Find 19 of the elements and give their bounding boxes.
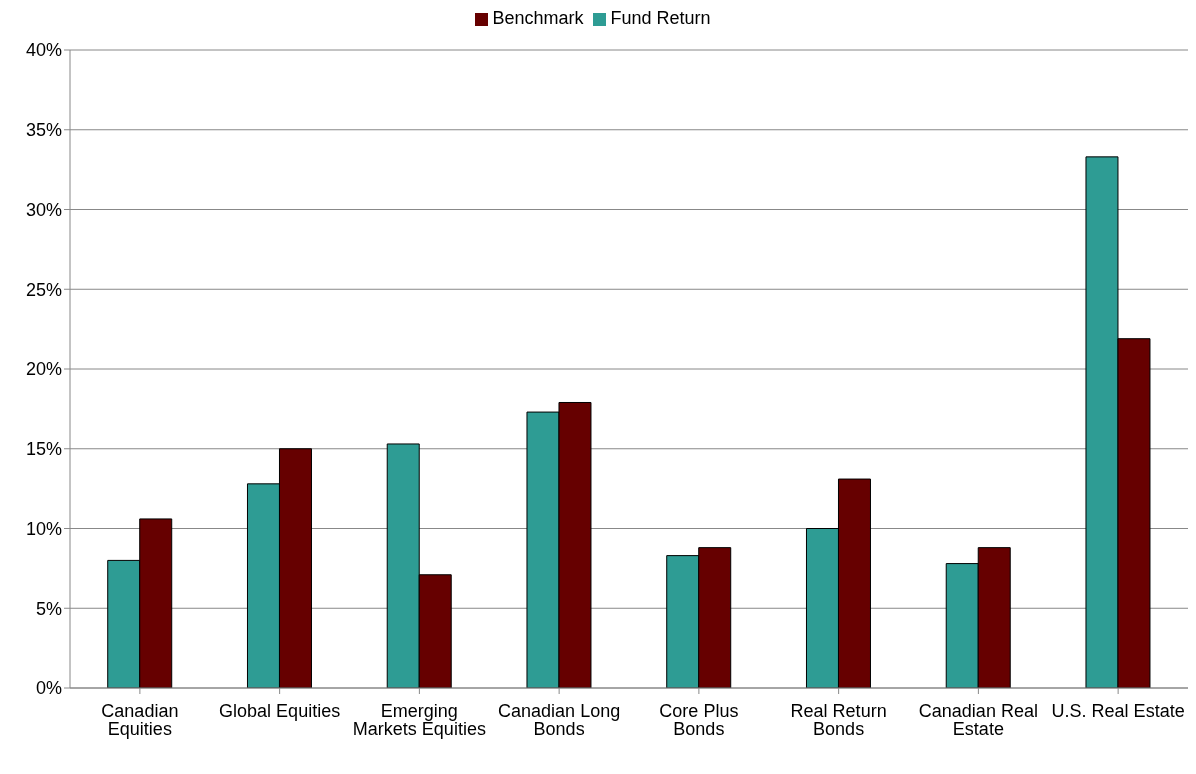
x-tick-label: Canadian Equities	[101, 700, 179, 739]
x-tick-label: U.S. Real Estate	[1051, 700, 1185, 721]
y-tick-label: 10%	[25, 518, 62, 539]
x-tick-label: Canadian Long Bonds	[498, 700, 621, 739]
x-tick-label: Emerging Markets Equities	[352, 700, 486, 739]
legend-label: Fund Return	[610, 8, 711, 28]
x-tick-label: Real Return Bonds	[790, 700, 887, 739]
legend-label: Benchmark	[492, 8, 584, 28]
y-tick-label: 5%	[35, 598, 62, 619]
y-tick-label: 0%	[35, 678, 62, 699]
y-tick-label: 40%	[25, 40, 62, 61]
x-tick-label: Canadian Real Estate	[918, 700, 1038, 739]
x-tick-label: Core Plus Bonds	[659, 700, 739, 739]
x-tick-label: Global Equities	[219, 700, 341, 721]
y-tick-label: 35%	[25, 120, 62, 141]
y-tick-label: 15%	[25, 439, 62, 460]
y-tick-label: 30%	[25, 199, 62, 220]
y-tick-label: 25%	[25, 279, 62, 300]
y-tick-label: 20%	[25, 359, 62, 380]
